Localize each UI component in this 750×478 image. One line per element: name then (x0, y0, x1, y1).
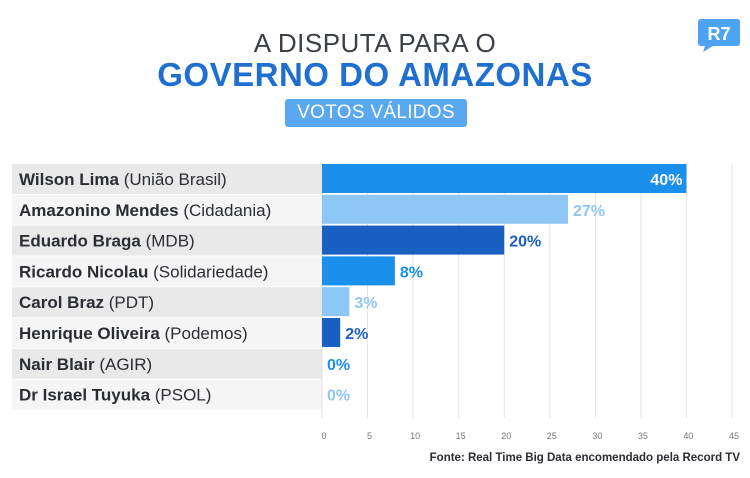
x-tick-label: 20 (501, 431, 511, 441)
x-tick-label: 5 (367, 431, 372, 441)
candidate-name: Eduardo Braga (19, 232, 146, 251)
category-label: Wilson Lima (União Brasil) (19, 170, 227, 189)
category-label: Henrique Oliveira (Podemos) (19, 324, 248, 343)
row-label-bg (12, 194, 322, 225)
candidate-party: (PSOL) (155, 386, 212, 405)
candidate-party: (AGIR) (99, 355, 152, 374)
title-line-1: A DISPUTA PARA O (253, 28, 497, 58)
candidate-name: Ricardo Nicolau (19, 262, 153, 281)
value-label: 0% (327, 388, 350, 405)
row-label-bg (12, 225, 322, 256)
row-label-bg (12, 348, 322, 379)
title-line-2: GOVERNO DO AMAZONAS (157, 56, 593, 93)
x-tick-label: 40 (683, 431, 693, 441)
bar (322, 287, 350, 317)
r7-logo-text: R7 (707, 24, 730, 44)
x-tick-label: 10 (410, 431, 420, 441)
row-label-bg (12, 318, 322, 348)
bar (322, 256, 395, 286)
candidate-name: Henrique Oliveira (19, 324, 165, 343)
category-label: Nair Blair (AGIR) (19, 355, 152, 374)
category-label: Ricardo Nicolau (Solidariedade) (19, 262, 268, 281)
x-tick-label: 25 (547, 431, 557, 441)
x-tick-label: 15 (456, 431, 466, 441)
candidate-name: Amazonino Mendes (19, 201, 183, 220)
value-label: 40% (650, 172, 682, 189)
x-tick-label: 45 (729, 431, 739, 441)
category-label: Dr Israel Tuyuka (PSOL) (19, 386, 211, 405)
x-tick-label: 0 (321, 431, 326, 441)
category-label: Eduardo Braga (MDB) (19, 232, 195, 251)
category-label: Amazonino Mendes (Cidadania) (19, 201, 271, 220)
candidate-name: Nair Blair (19, 355, 99, 374)
candidate-name: Wilson Lima (19, 170, 124, 189)
value-label: 0% (327, 357, 350, 374)
candidate-party: (Cidadania) (183, 201, 271, 220)
bar (322, 194, 568, 224)
value-label: 8% (400, 264, 423, 281)
votos-validos-badge: VOTOS VÁLIDOS (285, 99, 467, 127)
bar (322, 225, 505, 255)
value-label: 3% (354, 295, 377, 312)
value-label: 27% (573, 203, 605, 220)
value-label: 2% (345, 326, 368, 343)
candidate-name: Carol Braz (19, 293, 109, 312)
source-footer: Fonte: Real Time Big Data encomendado pe… (429, 452, 740, 464)
x-tick-label: 35 (638, 431, 648, 441)
category-label: Carol Braz (PDT) (19, 293, 154, 312)
candidate-party: (PDT) (109, 293, 154, 312)
row-label-bg (12, 379, 322, 410)
bar (322, 318, 341, 347)
row-label-bg (12, 256, 322, 287)
candidate-party: (Podemos) (165, 324, 248, 343)
row-label-bg (12, 287, 322, 318)
row-label-bg (12, 164, 322, 194)
candidate-party: (Solidariedade) (153, 262, 268, 281)
candidate-party: (União Brasil) (124, 170, 227, 189)
candidate-name: Dr Israel Tuyuka (19, 386, 155, 405)
r7-logo-icon: R7 (698, 19, 740, 52)
candidate-party: (MDB) (146, 232, 195, 251)
x-tick-label: 30 (592, 431, 602, 441)
bar (322, 164, 687, 193)
value-label: 20% (509, 234, 541, 251)
